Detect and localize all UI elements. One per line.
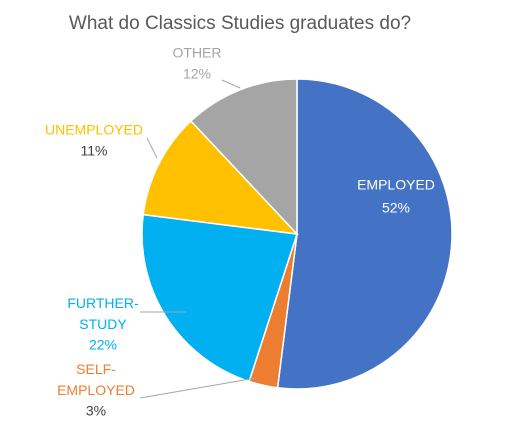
slice-value-label: 22% xyxy=(89,337,117,353)
chart-title: What do Classics Studies graduates do? xyxy=(69,13,411,34)
slice-label: OTHER xyxy=(173,45,222,61)
pie-slice xyxy=(141,213,298,383)
slice-value-label: 11% xyxy=(81,143,108,159)
label-line: SELF- xyxy=(76,361,116,377)
pie xyxy=(141,78,453,390)
slice-label: UNEMPLOYED xyxy=(45,122,143,138)
slice-label: FURTHER- STUDY xyxy=(67,295,139,332)
leader-line xyxy=(146,137,158,159)
pie-slice xyxy=(189,78,298,236)
label-line: FURTHER- xyxy=(67,295,139,311)
slice-value-label: 52% xyxy=(382,200,410,216)
slice-label: SELF- EMPLOYED xyxy=(57,361,135,398)
pie-slice xyxy=(142,119,299,236)
slice-value-label: 3% xyxy=(86,403,106,419)
label-line: EMPLOYED xyxy=(57,382,135,398)
leader-line xyxy=(221,79,241,89)
pie-slice xyxy=(276,78,453,390)
leader-line xyxy=(139,377,257,399)
slice-value-label: 12% xyxy=(183,66,211,82)
slice-label: EMPLOYED xyxy=(357,177,435,193)
label-line: STUDY xyxy=(79,316,127,332)
